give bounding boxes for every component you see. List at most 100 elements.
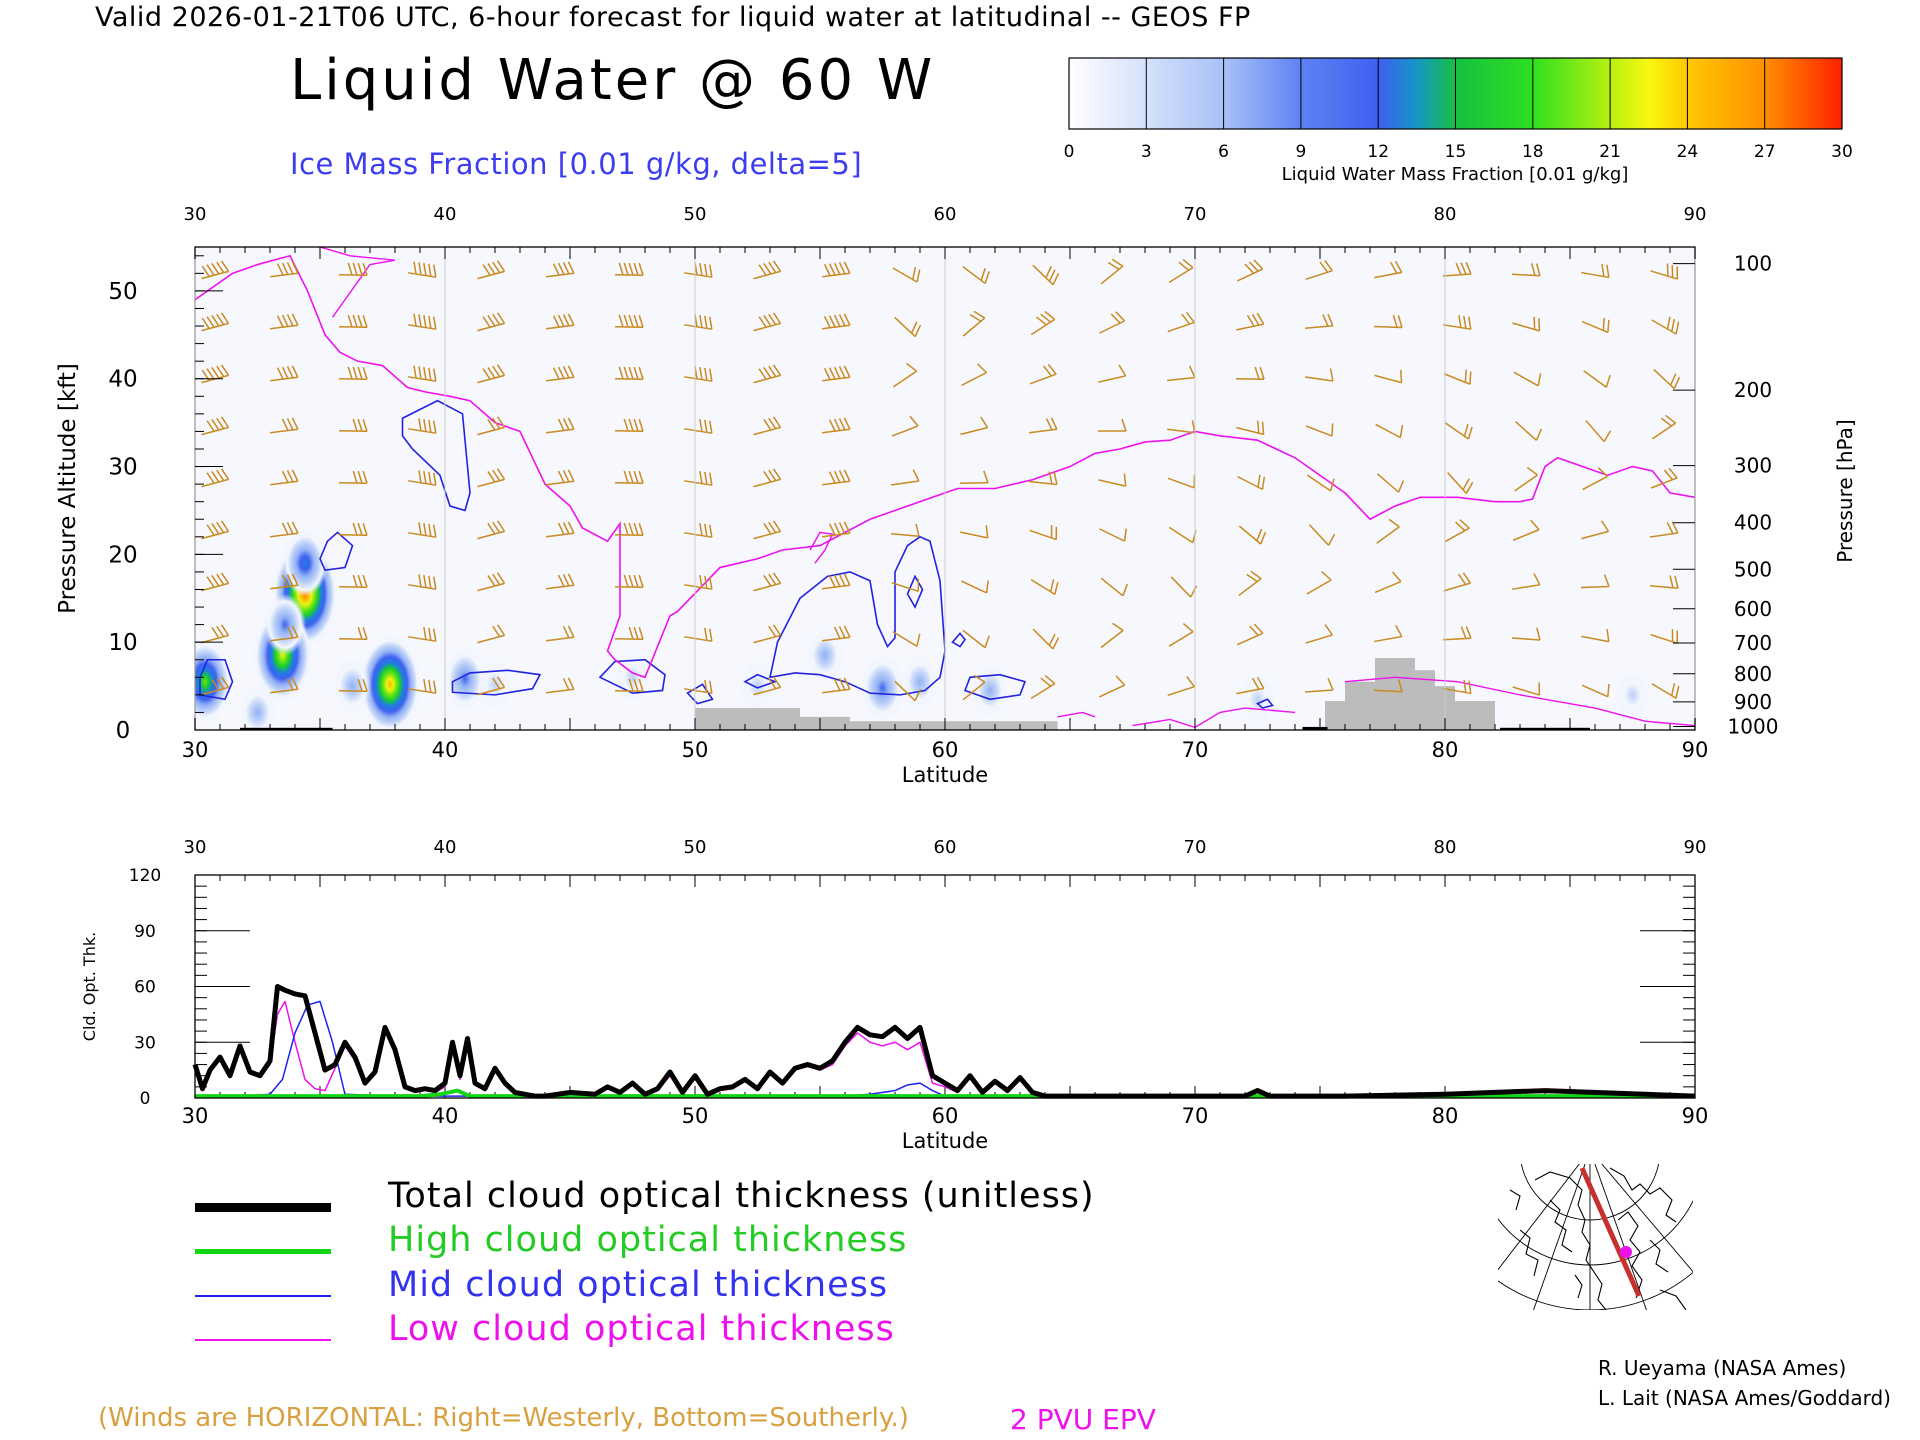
wind-barb-feather	[428, 263, 432, 277]
wind-barb-staff	[1170, 576, 1192, 598]
wind-barb	[1236, 420, 1265, 436]
ice-contour	[951, 632, 967, 648]
wind-barb-staff	[1098, 479, 1126, 487]
wind-barb-feather	[1538, 682, 1541, 696]
wind-barb-feather	[1112, 622, 1124, 632]
legend-label-high: High cloud optical thickness	[388, 1220, 908, 1260]
wind-barb-feather	[699, 575, 703, 588]
x-tick-label: 80	[1432, 738, 1459, 762]
colorbar-tick-label: 15	[1445, 142, 1467, 162]
wind-barb	[201, 676, 230, 696]
wind-barb-feather	[220, 624, 230, 636]
wind-barb-feather	[286, 262, 294, 275]
wind-barb-feather	[838, 418, 846, 431]
wind-barb-feather	[1055, 526, 1058, 540]
wind-barb	[891, 469, 920, 486]
wind-barb	[1167, 420, 1196, 434]
map-latitude-circle	[1498, 1200, 1693, 1266]
wind-barb	[1512, 519, 1540, 541]
wind-barb-feather	[487, 574, 496, 587]
liquid-water-blob	[477, 659, 513, 709]
y-tick-label: 10	[108, 630, 137, 656]
wind-barb-staff	[408, 480, 436, 486]
wind-barb	[891, 578, 920, 593]
wind-barb-staff	[1237, 475, 1263, 491]
wind-barb	[270, 677, 299, 694]
liquid-water-blob	[333, 658, 372, 714]
wind-barb-staff	[894, 316, 916, 338]
wind-barb-feather	[1118, 364, 1127, 377]
wind-barb-feather	[433, 680, 437, 694]
wind-barb	[1374, 369, 1403, 384]
wind-barb-staff	[1650, 532, 1678, 538]
wind-barb	[477, 624, 506, 644]
wind-barb-feather	[763, 574, 772, 587]
wind-barb-feather	[286, 418, 294, 431]
wind-barb	[1099, 311, 1126, 334]
wind-barb	[1308, 524, 1336, 546]
wind-barb-staff	[1445, 422, 1469, 440]
wind-barb-feather	[1253, 623, 1264, 634]
wind-barb-feather	[418, 366, 422, 379]
wind-barb	[477, 416, 506, 436]
wind-barb-staff	[1513, 371, 1539, 387]
wind-barb	[408, 261, 437, 278]
wind-barb-feather	[1053, 471, 1058, 485]
axis-ticks	[194, 247, 1696, 731]
wind-barb-feather	[623, 522, 629, 536]
wind-barb	[201, 416, 230, 436]
wind-barb-feather	[557, 366, 565, 379]
x-axis-label: Latitude	[902, 763, 988, 785]
wind-barb-staff	[1029, 428, 1057, 434]
wind-barb-feather	[1186, 676, 1195, 688]
wind-barb-feather	[216, 365, 225, 378]
wind-barb-feather	[1601, 263, 1605, 277]
wind-barb	[338, 366, 368, 380]
wind-barb-staff	[270, 584, 298, 590]
x-tick-label-top: 50	[684, 837, 707, 858]
wind-barb-feather	[833, 418, 841, 431]
ice-contour	[598, 658, 666, 694]
wind-barb-staff	[546, 532, 574, 538]
wind-barb-feather	[838, 626, 846, 639]
wind-barb	[338, 262, 368, 276]
legend-swatch-low	[195, 1339, 331, 1341]
wind-barb-staff	[894, 680, 916, 702]
wind-barb-feather	[482, 316, 491, 328]
wind-barb-feather	[699, 419, 703, 432]
wind-barb-feather	[1251, 677, 1260, 690]
wind-barb-staff	[477, 686, 505, 696]
wind-barb-staff	[684, 272, 712, 278]
x-tick-label-top: 30	[184, 837, 207, 858]
wind-barb-feather	[492, 625, 501, 638]
wind-barb	[684, 262, 713, 278]
wind-barb-feather	[1468, 680, 1472, 694]
wind-barb	[408, 365, 437, 382]
y-tick-label: 60	[134, 978, 156, 998]
wind-barb-staff	[1029, 529, 1057, 541]
wind-barb-feather	[623, 574, 629, 588]
pressure-tick-label: 600	[1734, 597, 1772, 621]
wind-barb-staff	[892, 370, 918, 388]
wind-barb-staff	[753, 322, 781, 332]
wind-barb-feather	[557, 574, 565, 587]
wind-barb-feather	[216, 261, 225, 274]
wind-barb-feather	[567, 677, 575, 690]
wind-barb	[270, 261, 299, 278]
wind-barb-feather	[833, 678, 841, 691]
wind-barb-feather	[216, 573, 225, 586]
wind-barb-staff	[1443, 687, 1471, 695]
wind-barb-feather	[286, 470, 294, 483]
wind-barb-feather	[487, 314, 496, 327]
wind-barb-staff	[1649, 585, 1679, 589]
wind-barb-feather	[286, 366, 294, 379]
wind-barb-staff	[1028, 480, 1058, 486]
wind-barb-staff	[1167, 477, 1195, 489]
wind-barb-feather	[838, 574, 846, 587]
x-tick-label: 50	[682, 738, 709, 762]
wind-barb-feather	[291, 469, 299, 482]
wind-barb-feather	[1250, 570, 1262, 580]
wind-barb-staff	[270, 688, 298, 694]
wind-barb-feather	[772, 572, 782, 584]
liquid-water-blob	[282, 529, 328, 597]
